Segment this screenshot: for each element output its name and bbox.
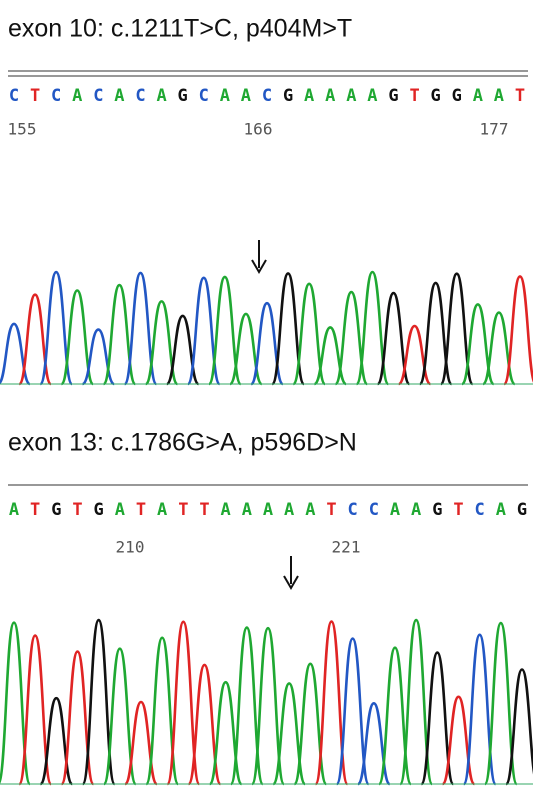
base-letter: A xyxy=(157,500,167,520)
position-label: 210 xyxy=(116,538,145,557)
panel: exon 10: c.1211T>C, p404M>T xyxy=(8,15,528,272)
base-letter: C xyxy=(262,86,272,106)
peak xyxy=(62,652,94,784)
base-letter: G xyxy=(517,500,527,520)
base-letter: C xyxy=(93,86,103,106)
base-letter: A xyxy=(221,500,231,520)
base-letter: T xyxy=(30,86,40,106)
page: {"panels": [ {"title": "exon 10: c.1211T… xyxy=(0,0,533,796)
base-letter: T xyxy=(178,500,188,520)
panel-title: exon 13: c.1786G>A, p596D>N xyxy=(8,429,357,457)
peak xyxy=(104,285,136,384)
base-letter: A xyxy=(284,500,294,520)
base-letter: C xyxy=(135,86,145,106)
base-letter: A xyxy=(325,86,335,106)
base-letter: G xyxy=(51,500,61,520)
base-letter: G xyxy=(452,86,462,106)
base-letter: A xyxy=(114,86,124,106)
base-letter: G xyxy=(432,500,442,520)
base-letter: A xyxy=(115,500,125,520)
position-label: 221 xyxy=(332,538,361,557)
base-letter: G xyxy=(388,86,398,106)
base-letter: A xyxy=(411,500,421,520)
peak xyxy=(146,638,178,784)
base-letter: T xyxy=(72,500,82,520)
base-letter: T xyxy=(136,500,146,520)
base-letter: A xyxy=(305,500,315,520)
base-letter: C xyxy=(475,500,485,520)
peak xyxy=(504,276,533,384)
base-letter: C xyxy=(199,86,209,106)
base-letter: A xyxy=(367,86,377,106)
peak xyxy=(464,635,496,784)
base-letter: C xyxy=(348,500,358,520)
base-letter: A xyxy=(494,86,504,106)
position-label: 177 xyxy=(480,120,509,139)
base-letter: A xyxy=(346,86,356,106)
position-label: 155 xyxy=(8,120,37,139)
peak xyxy=(336,292,368,384)
base-letter: T xyxy=(409,86,419,106)
figure: exon 10: c.1211T>C, p404M>T exon 13: c.1… xyxy=(0,0,533,796)
peak xyxy=(420,283,452,384)
base-letter: T xyxy=(30,500,40,520)
arrow xyxy=(284,556,298,588)
position-label: 166 xyxy=(244,120,273,139)
base-letter: C xyxy=(369,500,379,520)
base-letter: C xyxy=(51,86,61,106)
base-letter: T xyxy=(515,86,525,106)
base-letter: G xyxy=(94,500,104,520)
peak xyxy=(379,648,411,784)
arrow xyxy=(252,240,266,272)
base-letter: T xyxy=(199,500,209,520)
base-letter: C xyxy=(9,86,19,106)
base-letter: T xyxy=(326,500,336,520)
base-letter: A xyxy=(390,500,400,520)
base-letter: A xyxy=(9,500,19,520)
base-letter: A xyxy=(263,500,273,520)
base-letter: A xyxy=(156,86,166,106)
base-letter: A xyxy=(241,86,251,106)
base-letter: A xyxy=(496,500,506,520)
base-letter: A xyxy=(304,86,314,106)
base-letter: G xyxy=(431,86,441,106)
base-letter: G xyxy=(283,86,293,106)
base-letter: T xyxy=(453,500,463,520)
panel-title: exon 10: c.1211T>C, p404M>T xyxy=(8,15,352,43)
base-letter: A xyxy=(220,86,230,106)
base-letter: A xyxy=(242,500,252,520)
base-letter: G xyxy=(178,86,188,106)
base-letter: A xyxy=(473,86,483,106)
base-letter: A xyxy=(72,86,82,106)
